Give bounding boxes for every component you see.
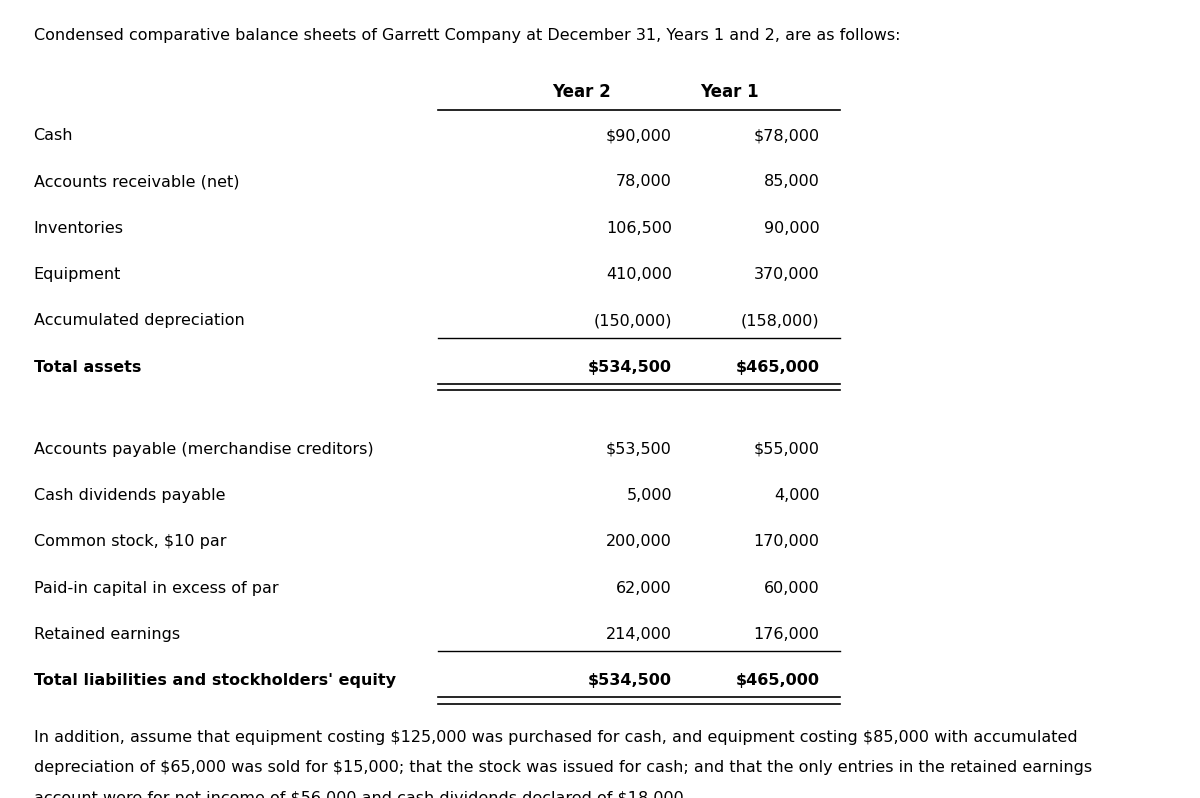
Text: 200,000: 200,000 <box>606 535 672 549</box>
Text: In addition, assume that equipment costing \$125,000 was purchased for cash, and: In addition, assume that equipment costi… <box>34 730 1078 745</box>
Text: 5,000: 5,000 <box>626 488 672 503</box>
Text: Accounts receivable (net): Accounts receivable (net) <box>34 175 239 189</box>
Text: Total assets: Total assets <box>34 360 140 374</box>
Text: \$53,500: \$53,500 <box>606 442 672 456</box>
Text: Equipment: Equipment <box>34 267 121 282</box>
Text: \$534,500: \$534,500 <box>588 360 672 374</box>
Text: 214,000: 214,000 <box>606 627 672 642</box>
Text: \$90,000: \$90,000 <box>606 128 672 143</box>
Text: Accounts payable (merchandise creditors): Accounts payable (merchandise creditors) <box>34 442 373 456</box>
Text: \$55,000: \$55,000 <box>754 442 820 456</box>
Text: Inventories: Inventories <box>34 221 124 235</box>
Text: \$465,000: \$465,000 <box>736 674 820 688</box>
Text: Paid-in capital in excess of par: Paid-in capital in excess of par <box>34 581 278 595</box>
Text: Year 2: Year 2 <box>553 83 611 101</box>
Text: depreciation of \$65,000 was sold for \$15,000; that the stock was issued for ca: depreciation of \$65,000 was sold for \$… <box>34 760 1092 776</box>
Text: \$534,500: \$534,500 <box>588 674 672 688</box>
Text: 106,500: 106,500 <box>606 221 672 235</box>
Text: 370,000: 370,000 <box>754 267 820 282</box>
Text: Cash: Cash <box>34 128 73 143</box>
Text: Total liabilities and stockholders' equity: Total liabilities and stockholders' equi… <box>34 674 396 688</box>
Text: 60,000: 60,000 <box>764 581 820 595</box>
Text: (150,000): (150,000) <box>594 314 672 328</box>
Text: account were for net income of \$56,000 and cash dividends declared of \$18,000.: account were for net income of \$56,000 … <box>34 791 689 798</box>
Text: 85,000: 85,000 <box>763 175 820 189</box>
Text: Condensed comparative balance sheets of Garrett Company at December 31, Years 1 : Condensed comparative balance sheets of … <box>34 28 900 43</box>
Text: Accumulated depreciation: Accumulated depreciation <box>34 314 245 328</box>
Text: Year 1: Year 1 <box>701 83 758 101</box>
Text: 410,000: 410,000 <box>606 267 672 282</box>
Text: \$465,000: \$465,000 <box>736 360 820 374</box>
Text: 170,000: 170,000 <box>754 535 820 549</box>
Text: Retained earnings: Retained earnings <box>34 627 180 642</box>
Text: Cash dividends payable: Cash dividends payable <box>34 488 226 503</box>
Text: \$78,000: \$78,000 <box>754 128 820 143</box>
Text: 90,000: 90,000 <box>764 221 820 235</box>
Text: 176,000: 176,000 <box>754 627 820 642</box>
Text: 4,000: 4,000 <box>774 488 820 503</box>
Text: 78,000: 78,000 <box>616 175 672 189</box>
Text: 62,000: 62,000 <box>617 581 672 595</box>
Text: (158,000): (158,000) <box>740 314 820 328</box>
Text: Common stock, \$10 par: Common stock, \$10 par <box>34 535 226 549</box>
